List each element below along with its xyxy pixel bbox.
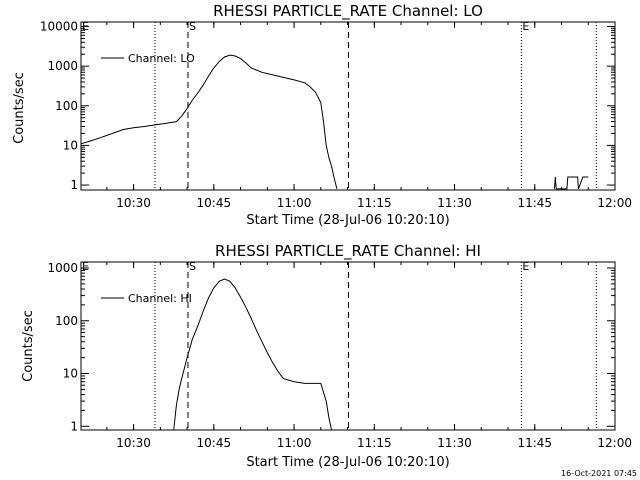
panel-hi-x-tick-label-3: 11:15 — [357, 436, 392, 450]
panel-lo-y-ticks: 1 10 100 1000 10000 — [40, 20, 615, 192]
panel-lo-x-tick-label-4: 11:30 — [437, 196, 472, 210]
panel-lo-marker-label-4: E — [522, 20, 529, 33]
panel-lo-x-tick-label-5: 11:45 — [517, 196, 552, 210]
panel-hi: RHESSI PARTICLE_RATE Channel: HI E S E 10:… — [21, 242, 632, 470]
panel-lo-y-tick-label-2: 100 — [55, 99, 78, 113]
panel-hi-y-tick-label-0: 1 — [70, 419, 78, 433]
panel-hi-y-label: Counts/sec — [21, 310, 36, 382]
panel-hi-x-tick-label-2: 11:00 — [277, 436, 312, 450]
panel-lo-y-tick-label-1: 10 — [63, 138, 78, 152]
panel-hi-title: RHESSI PARTICLE_RATE Channel: HI — [215, 242, 481, 261]
panel-lo-y-tick-label-3: 1000 — [47, 59, 78, 73]
panel-hi-y-ticks: 1 10 100 1000 — [47, 261, 615, 433]
panel-lo-title: RHESSI PARTICLE_RATE Channel: LO — [213, 2, 483, 21]
panel-hi-marker-label-2: S — [189, 260, 196, 273]
panel-hi-x-tick-label-5: 11:45 — [517, 436, 552, 450]
panel-hi-y-tick-label-1: 10 — [63, 367, 78, 381]
panel-hi-x-tick-label-6: 12:00 — [597, 436, 632, 450]
panel-lo-x-tick-label-0: 10:30 — [116, 196, 151, 210]
panel-lo-x-tick-label-1: 10:45 — [197, 196, 232, 210]
panel-hi-y-tick-label-2: 100 — [55, 314, 78, 328]
panel-lo-marker-label-2: S — [189, 20, 196, 33]
panel-lo-series — [80, 54, 589, 190]
panel-lo-x-tick-label-6: 12:00 — [597, 196, 632, 210]
panel-hi-marker-label-4: E — [522, 260, 529, 273]
panel-hi-x-tick-label-1: 10:45 — [197, 436, 232, 450]
panel-hi-x-ticks: 10:30 10:45 11:00 11:15 11:30 11:45 12:00 — [106, 262, 632, 450]
timestamp-stamp: 16-Oct-2021 07:45 — [561, 469, 637, 478]
panel-lo-legend-label: Channel: LO — [128, 52, 195, 65]
panel-hi-series-0-segment-0 — [173, 278, 332, 431]
panel-hi-x-label: Start Time (28-Jul-06 10:20:10) — [246, 455, 449, 470]
panel-hi-legend-label: Channel: HI — [128, 292, 192, 305]
panel-hi-y-tick-label-3: 1000 — [47, 261, 78, 275]
panel-lo-series-0-segment-1 — [553, 176, 589, 190]
panel-lo-y-label: Counts/sec — [12, 72, 27, 144]
panel-hi-series — [173, 278, 332, 431]
panel-hi-x-tick-label-0: 10:30 — [116, 436, 151, 450]
panel-lo-x-tick-label-2: 11:00 — [277, 196, 312, 210]
panel-lo-x-ticks: 10:30 10:45 11:00 11:15 11:30 11:45 12:00 — [106, 22, 632, 210]
panel-lo-series-0-segment-0 — [80, 54, 338, 190]
panel-lo-x-label: Start Time (28-Jul-06 10:20:10) — [246, 213, 449, 228]
panel-lo-y-tick-label-0: 1 — [70, 178, 78, 192]
panel-hi-marker-label-0: E — [82, 260, 89, 273]
panel-lo-y-tick-label-4: 10000 — [40, 20, 78, 34]
panel-lo-x-tick-label-3: 11:15 — [357, 196, 392, 210]
panel-hi-x-tick-label-4: 11:30 — [437, 436, 472, 450]
